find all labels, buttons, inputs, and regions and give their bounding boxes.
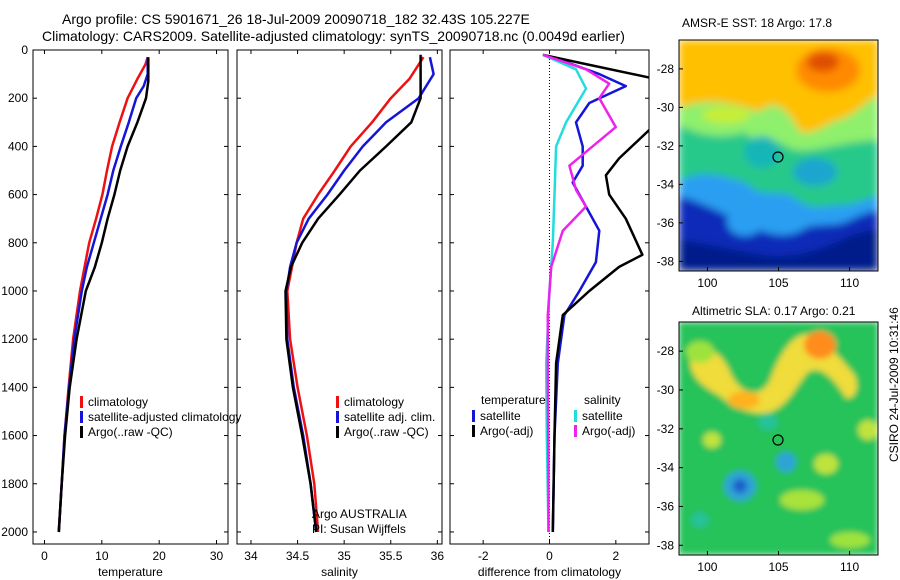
map-x-tick-label: 100	[697, 276, 717, 290]
legend-label: satellite-adjusted climatology	[88, 410, 241, 424]
x-tick-label: 35.5	[379, 549, 403, 563]
sst-map-axes: 100 105 110 -28 -30 -32 -34 -36 -38	[657, 62, 860, 290]
y-tick-label: 1000	[1, 284, 28, 298]
plot-frame	[32, 49, 229, 545]
series-line-satellite	[542, 53, 628, 533]
y-tick-label: 200	[8, 91, 28, 105]
sst-map: 100 105 110 -28 -30 -32 -34 -36 -38	[657, 39, 879, 290]
map-y-tick-label: -38	[657, 538, 675, 552]
y-tick-label: 1200	[1, 332, 28, 346]
map-y-tick-label: -34	[657, 177, 675, 191]
salinity-profile-panel: 34 34.5 35 35.5 36 salinity climatologysatelli…	[236, 49, 445, 579]
legend-swatch	[80, 411, 83, 423]
y-tick-label: 400	[8, 139, 28, 153]
map-y-tick-label: -36	[657, 216, 675, 230]
series-line-satellite-adj-clim	[285, 56, 435, 533]
x-axis-label: salinity	[321, 565, 358, 579]
x-tick-label: 30	[210, 549, 224, 563]
map-x-tick-label: 110	[840, 560, 859, 574]
sst-map-title: AMSR-E SST: 18 Argo: 17.8	[682, 16, 833, 30]
legend-title-salinity: salinity	[584, 393, 621, 407]
map-y-tick-label: -32	[657, 139, 675, 153]
argo-location-marker-sla	[772, 434, 784, 446]
x-tick-label: 0	[41, 549, 48, 563]
map-y-tick-label: -32	[657, 422, 675, 436]
series-line-argo-raw-qc	[57, 57, 150, 533]
series-line-argo-adj	[542, 53, 649, 533]
y-tick-label: 1600	[1, 429, 28, 443]
map-x-tick-label: 105	[768, 276, 788, 290]
map-x-tick-label: 100	[697, 560, 717, 574]
figure-title-line-2: Climatology: CARS2009. Satellite-adjuste…	[42, 28, 625, 44]
legend-label: climatology	[88, 395, 148, 409]
legend-swatch	[336, 411, 339, 423]
timestamp-vertical-label: CSIRO 24-Jul-2009 10:31:46	[887, 307, 900, 462]
series-lines	[284, 54, 435, 533]
argo-location-marker-sst	[772, 151, 784, 163]
legend-label: satellite adj. clim.	[344, 410, 435, 424]
series-lines	[57, 56, 150, 533]
map-y-tick-label: -30	[657, 100, 675, 114]
legend-label: satellite	[480, 409, 521, 423]
credit-line-2: PI: Susan Wijffels	[312, 522, 406, 536]
plot-frame	[236, 49, 443, 545]
legend-swatch	[336, 426, 339, 438]
x-tick-label: 0	[546, 549, 553, 563]
map-y-tick-label: -28	[657, 344, 675, 358]
map-y-tick-label: -36	[657, 499, 675, 513]
map-x-tick-label: 105	[768, 560, 788, 574]
y-tick-label: 800	[8, 236, 28, 250]
map-y-tick-label: -30	[657, 383, 675, 397]
series-lines	[542, 53, 649, 533]
legend-swatch	[336, 396, 339, 408]
legend-swatch	[80, 426, 83, 438]
difference-profile-panel: -2 0 2 difference from climatology temperatu…	[449, 49, 650, 579]
x-tick-label: 2	[612, 549, 619, 563]
x-tick-label: 35	[337, 549, 351, 563]
legend-swatch	[472, 425, 475, 437]
legend-label: satellite	[582, 409, 623, 423]
legend-label: Argo(..raw -QC)	[344, 425, 429, 439]
y-tick-label: 1800	[1, 477, 28, 491]
y-tick-label: 1400	[1, 380, 28, 394]
legend-swatch	[574, 425, 577, 437]
x-tick-label: 20	[152, 549, 166, 563]
credit-line-1: Argo AUSTRALIA	[312, 507, 407, 521]
map-y-tick-label: -28	[657, 62, 675, 76]
legend-label: Argo(-adj)	[480, 424, 533, 438]
legend-label: Argo(-adj)	[582, 424, 635, 438]
temperature-profile-panel: 0 200 400 600 800 1000 1200 1400 1600 1800 2000 0 10…	[1, 43, 241, 579]
y-tick-label: 2000	[1, 525, 28, 539]
x-tick-label: 36	[431, 549, 445, 563]
map-x-tick-label: 110	[840, 276, 859, 290]
figure-title-line-1: Argo profile: CS 5901671_26 18-Jul-2009 …	[62, 11, 530, 27]
series-line-climatology	[286, 56, 425, 533]
x-tick-label: 10	[95, 549, 109, 563]
x-axis-label: temperature	[98, 565, 163, 579]
legend-swatch	[472, 410, 475, 422]
x-tick-label: 34.5	[286, 549, 310, 563]
series-line-argo-adj	[542, 53, 618, 532]
map-y-tick-label: -38	[657, 254, 675, 268]
legend-swatch	[574, 410, 577, 422]
y-tick-label: 0	[21, 43, 28, 57]
legend-label: climatology	[344, 395, 404, 409]
sla-map-title: Altimetric SLA: 0.17 Argo: 0.21	[692, 304, 856, 318]
sla-map-axes: 100 105 110 -28 -30 -32 -34 -36 -38	[657, 344, 860, 574]
legend-title-temperature: temperature	[481, 393, 546, 407]
x-tick-label: 34	[244, 549, 258, 563]
x-axis-label: difference from climatology	[478, 565, 621, 579]
x-tick-label: -2	[478, 549, 489, 563]
legend-label: Argo(..raw -QC)	[88, 425, 173, 439]
sla-map: 100 105 110 -28 -30 -32 -34 -36 -38	[657, 321, 879, 574]
series-line-argo-raw-qc	[284, 54, 422, 533]
map-y-tick-label: -34	[657, 461, 675, 475]
legend-swatch	[80, 396, 83, 408]
y-tick-label: 600	[8, 188, 28, 202]
series-line-satellite	[542, 53, 588, 533]
